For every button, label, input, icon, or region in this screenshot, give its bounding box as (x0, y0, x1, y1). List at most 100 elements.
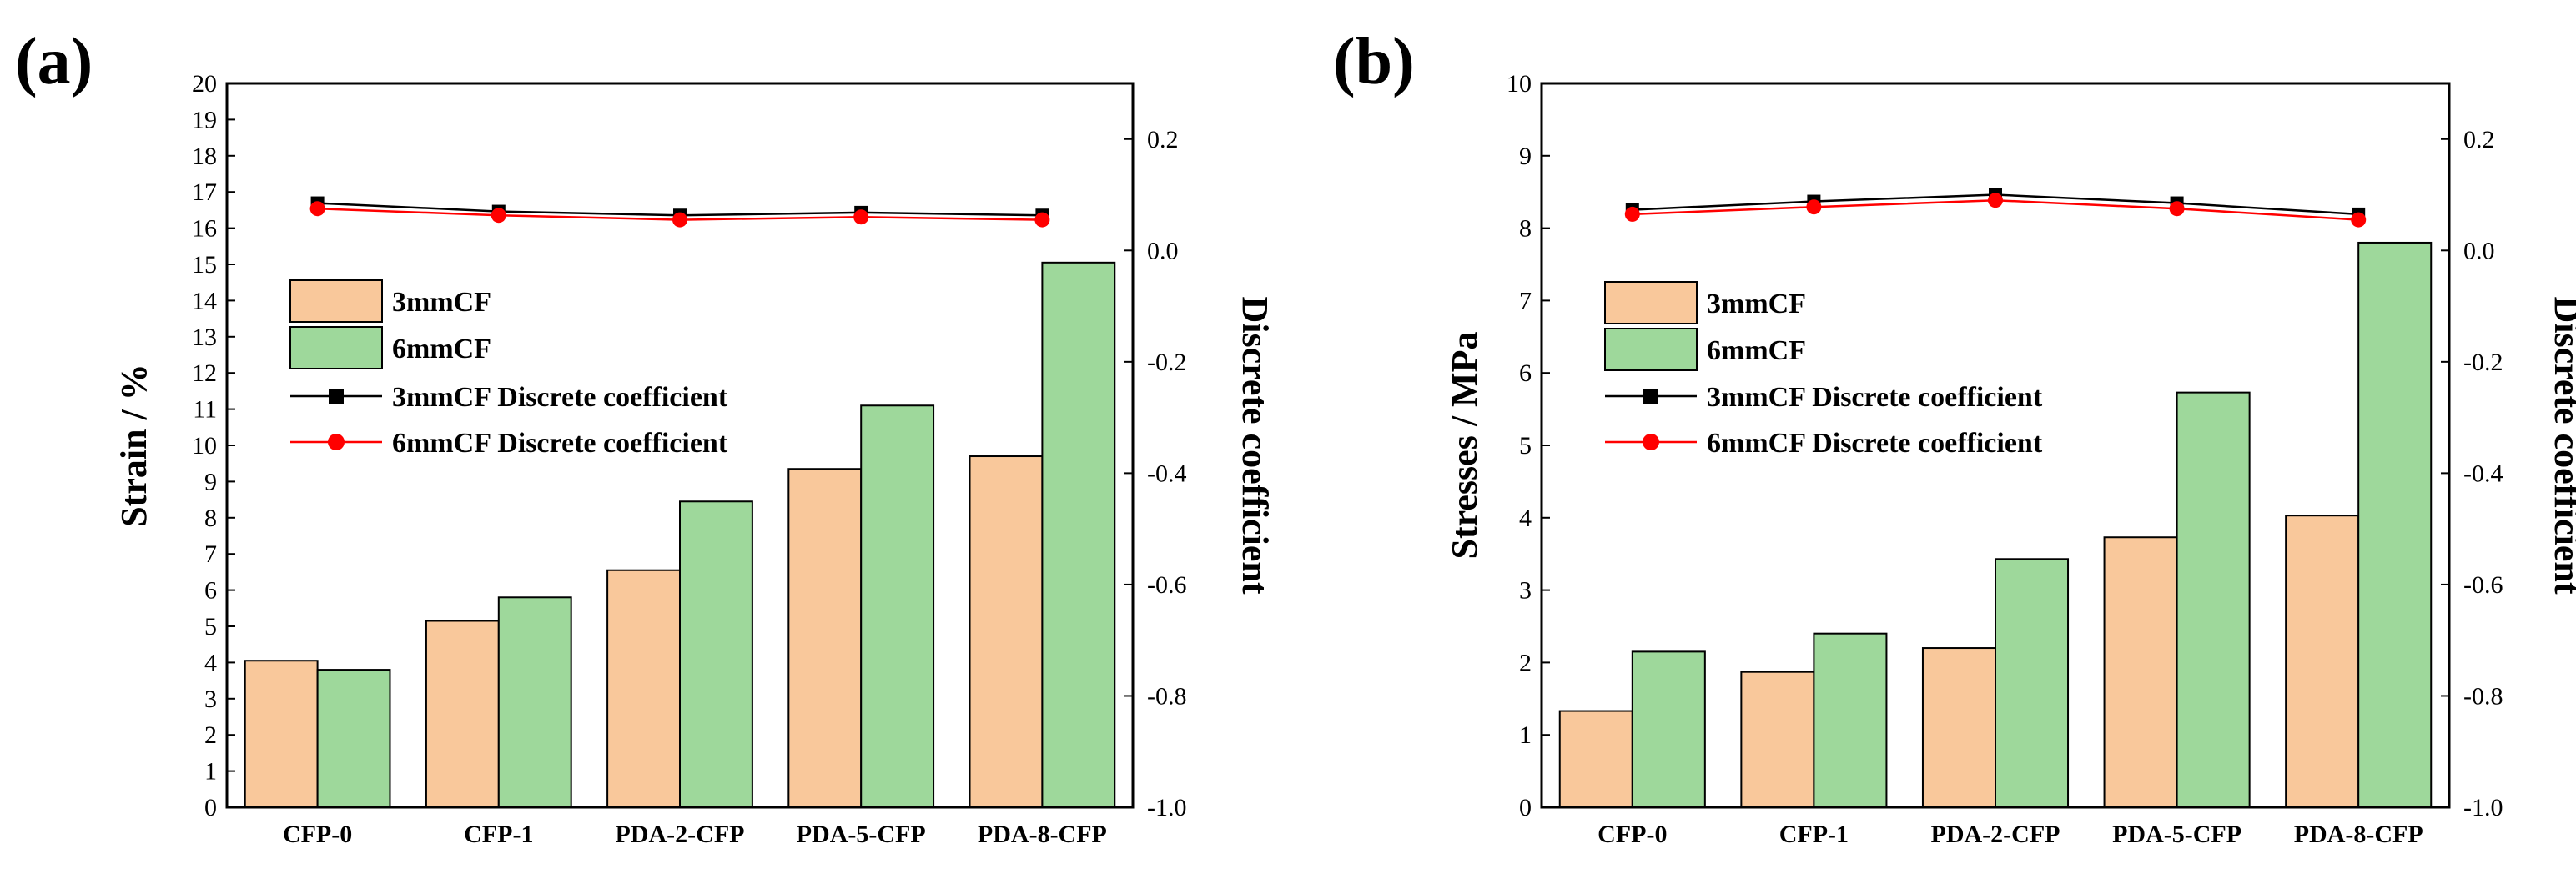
y2-axis-title: Discrete coefficient (2547, 296, 2576, 594)
line-marker-circle (1034, 212, 1050, 228)
y-tick-label: 8 (1519, 215, 1532, 243)
bar-6mmcf (2176, 391, 2251, 808)
bar-6mmcf (497, 596, 572, 809)
y-tick-label: 13 (192, 324, 217, 351)
y2-tick-label: -0.6 (2463, 571, 2503, 599)
y-tick-label: 0 (1519, 794, 1532, 821)
y-tick-label: 1 (1519, 721, 1532, 749)
line-marker-circle (853, 209, 869, 225)
bar-6mmcf (2357, 241, 2433, 808)
y2-tick-label: 0.2 (1147, 126, 1179, 153)
y-tick-label: 17 (192, 178, 217, 206)
line-marker-circle (1988, 193, 2003, 208)
bar-3mmcf (606, 569, 681, 808)
y-tick-label: 8 (204, 505, 217, 532)
x-category-label: CFP-1 (1779, 821, 1849, 848)
x-category-label: CFP-0 (1597, 821, 1667, 848)
y2-tick-label: -1.0 (2463, 794, 2503, 821)
legend-label: 3mmCF Discrete coefficient (392, 382, 728, 413)
legend-label: 6mmCF Discrete coefficient (1707, 428, 2043, 459)
line-marker-circle (2169, 201, 2185, 217)
y-tick-label: 7 (1519, 287, 1532, 314)
x-category-label: PDA-8-CFP (978, 821, 1107, 848)
legend-label: 3mmCF Discrete coefficient (1707, 382, 2043, 413)
y2-tick-label: -0.6 (1147, 571, 1187, 599)
line-marker-circle (491, 208, 506, 224)
x-category-label: PDA-5-CFP (797, 821, 926, 848)
y-tick-label: 12 (192, 359, 217, 387)
y-tick-label: 19 (192, 106, 217, 133)
y-tick-label: 20 (192, 70, 217, 98)
x-category-label: CFP-1 (464, 821, 533, 848)
y-tick-label: 6 (1519, 359, 1532, 387)
y-tick-label: 7 (204, 540, 217, 568)
y2-tick-label: -0.2 (2463, 349, 2503, 376)
y-tick-label: 6 (204, 577, 217, 605)
bar-3mmcf (2285, 515, 2360, 808)
y-tick-label: 18 (192, 143, 217, 170)
y-tick-label: 2 (204, 721, 217, 749)
y-tick-label: 0 (204, 794, 217, 821)
bar-6mmcf (1041, 261, 1116, 808)
bar-3mmcf (787, 468, 863, 809)
panel-label: (b) (1333, 25, 1415, 98)
y-tick-label: 14 (192, 287, 217, 314)
legend-swatch-6mmcf (289, 326, 383, 369)
y2-axis-title: Discrete coefficient (1235, 296, 1275, 594)
y-tick-label: 9 (1519, 143, 1532, 170)
bar-6mmcf (679, 500, 753, 809)
y-tick-label: 1 (204, 758, 217, 786)
legend-label: 3mmCF (392, 287, 491, 318)
y-tick-label: 10 (192, 432, 217, 460)
chart-panel-b: (b) 0 1 2 3 4 5 6 7 8 9 10 -1.0 -0.8 -0.6 -0.4 -0.2 0.0 0.… (1333, 25, 2576, 848)
legend-label: 6mmCF Discrete coefficient (392, 428, 728, 459)
y2-tick-label: 0.0 (2463, 237, 2495, 264)
y2-tick-label: -0.4 (2463, 460, 2503, 487)
y2-tick-label: -0.8 (2463, 682, 2503, 710)
legend-label: 6mmCF (1707, 335, 1806, 366)
line-marker-circle (1806, 199, 1822, 215)
y2-tick-label: -0.8 (1147, 682, 1187, 710)
legend-marker-square (329, 389, 344, 404)
y-tick-label: 11 (193, 396, 217, 424)
bar-6mmcf (860, 404, 935, 808)
legend-label: 6mmCF (392, 334, 491, 364)
y-tick-label: 16 (192, 215, 217, 243)
bar-3mmcf (244, 660, 319, 808)
line-marker-circle (672, 212, 687, 228)
y2-tick-label: -1.0 (1147, 794, 1187, 821)
legend-swatch-3mmcf (1604, 281, 1698, 324)
legend-swatch-6mmcf (1604, 328, 1698, 371)
legend-marker-square (1643, 389, 1658, 404)
legend-label: 3mmCF (1707, 289, 1806, 319)
y-tick-label: 3 (1519, 577, 1532, 605)
bar-3mmcf (2103, 536, 2178, 809)
y-tick-label: 5 (204, 613, 217, 640)
bar-3mmcf (425, 620, 500, 808)
y-axis-title: Stresses / MPa (1444, 332, 1485, 560)
y-tick-label: 9 (204, 468, 217, 495)
y-tick-label: 10 (1507, 70, 1532, 98)
bar-6mmcf (316, 669, 391, 809)
y-tick-label: 2 (1519, 649, 1532, 676)
bar-6mmcf (1813, 632, 1888, 808)
y2-tick-label: -0.4 (1147, 460, 1187, 487)
bar-3mmcf (969, 455, 1044, 809)
legend-swatch-3mmcf (289, 279, 383, 323)
bar-3mmcf (1921, 647, 1996, 808)
x-category-label: PDA-8-CFP (2294, 821, 2423, 848)
x-category-label: CFP-0 (283, 821, 352, 848)
y2-tick-label: 0.2 (2463, 126, 2495, 153)
y-tick-label: 4 (204, 649, 217, 676)
legend-marker-circle (1643, 434, 1659, 450)
bar-6mmcf (1631, 650, 1706, 808)
y-tick-label: 4 (1519, 505, 1532, 532)
x-category-label: PDA-2-CFP (1931, 821, 2060, 848)
x-category-label: PDA-2-CFP (616, 821, 745, 848)
y2-tick-label: 0.0 (1147, 237, 1179, 264)
y-tick-label: 3 (204, 686, 217, 713)
bar-6mmcf (1995, 558, 2070, 808)
y-tick-label: 15 (192, 251, 217, 279)
